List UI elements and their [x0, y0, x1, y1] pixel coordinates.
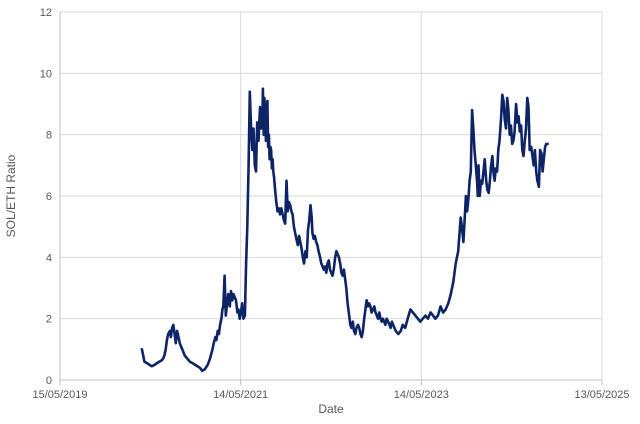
tick-labels: 0 2 4 6 8 10 12 15/05/2019 14/05/2021 14/05/2023 1…	[32, 7, 629, 401]
y-tick-label: 0	[46, 375, 52, 387]
gridlines	[60, 11, 603, 380]
x-axis-title: Date	[318, 402, 344, 416]
series-layer	[140, 87, 549, 373]
x-tick-label: 15/05/2019	[32, 389, 87, 401]
y-tick-label: 2	[46, 314, 52, 326]
y-tick-label: 10	[40, 68, 52, 80]
x-tick-label: 13/05/2025	[574, 389, 629, 401]
x-tick-label: 14/05/2023	[394, 389, 449, 401]
y-tick-label: 12	[40, 7, 52, 19]
axes	[59, 12, 603, 385]
y-axis-title: SOL/ETH Ratio	[4, 154, 18, 237]
y-tick-label: 8	[46, 130, 52, 142]
series-line	[140, 87, 549, 373]
x-tick-label: 14/05/2021	[213, 389, 268, 401]
y-tick-label: 6	[46, 191, 52, 203]
y-tick-label: 4	[46, 252, 52, 264]
